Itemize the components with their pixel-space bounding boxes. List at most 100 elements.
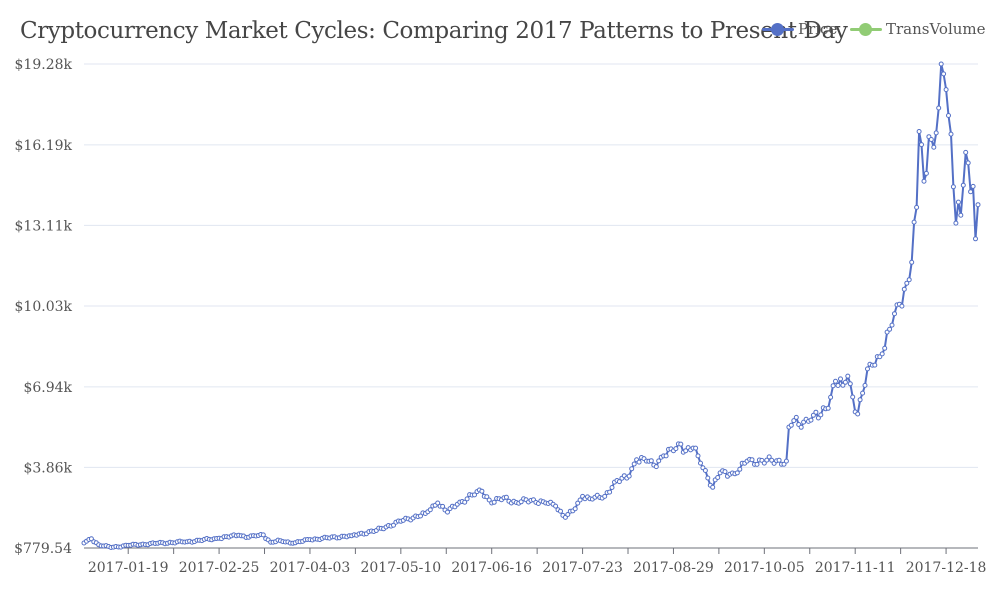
data-point[interactable] [938,61,944,67]
data-point[interactable] [427,507,433,513]
data-point[interactable] [933,130,939,136]
data-point[interactable] [484,494,490,500]
data-point[interactable] [656,458,662,464]
data-point[interactable] [857,397,863,403]
data-point[interactable] [862,382,868,388]
data-point[interactable] [798,424,804,430]
data-point[interactable] [693,445,699,451]
data-point[interactable] [565,512,571,517]
data-point[interactable] [764,457,770,463]
data-point[interactable] [464,496,470,502]
data-point[interactable] [813,409,819,415]
data-point[interactable] [906,277,912,283]
data-point[interactable] [788,422,794,428]
data-point[interactable] [948,131,954,137]
data-point[interactable] [838,376,843,382]
data-point[interactable] [722,469,728,475]
data-point[interactable] [479,488,485,494]
data-point[interactable] [734,470,740,476]
data-point[interactable] [575,500,581,506]
data-point[interactable] [946,113,951,118]
data-point[interactable] [970,183,976,189]
legend-item-price[interactable]: Price [762,20,837,38]
data-point[interactable] [629,466,635,472]
data-point[interactable] [781,461,787,467]
data-point[interactable] [943,87,949,93]
data-point[interactable] [609,485,615,490]
legend-item-transvolume[interactable]: TransVolume [850,20,986,38]
data-point[interactable] [695,453,701,459]
data-point[interactable] [783,458,789,464]
data-point[interactable] [923,170,929,176]
data-point[interactable] [683,448,689,454]
data-point[interactable] [825,405,831,411]
data-point[interactable] [602,493,608,499]
data-point[interactable] [916,129,922,134]
data-point[interactable] [705,475,711,481]
data-point[interactable] [835,383,841,388]
data-point[interactable] [491,499,497,505]
data-point[interactable] [791,418,797,424]
data-point[interactable] [776,457,782,463]
data-point[interactable] [702,468,708,473]
data-point[interactable] [899,303,905,309]
data-point[interactable] [936,105,942,111]
data-point[interactable] [815,415,821,421]
data-point[interactable] [418,513,423,519]
data-point[interactable] [968,189,974,195]
data-point[interactable] [769,457,775,463]
data-point[interactable] [572,506,578,512]
data-point[interactable] [808,417,814,423]
data-point[interactable] [678,441,684,447]
data-point[interactable] [749,457,755,463]
data-point[interactable] [887,326,893,332]
data-point[interactable] [636,459,642,465]
data-point[interactable] [882,345,888,351]
data-point[interactable] [715,475,721,480]
data-point[interactable] [965,160,971,166]
data-point[interactable] [842,379,848,385]
data-point[interactable] [472,492,477,498]
data-point[interactable] [973,236,978,242]
data-point[interactable] [847,381,853,387]
data-point[interactable] [872,362,878,368]
data-point[interactable] [850,394,856,400]
data-point[interactable] [855,411,861,417]
data-point[interactable] [673,446,679,452]
data-point[interactable] [435,500,441,506]
data-point[interactable] [828,394,834,400]
data-point[interactable] [462,499,468,505]
data-point[interactable] [818,412,824,418]
data-point[interactable] [810,412,816,418]
data-point[interactable] [577,497,583,503]
data-point[interactable] [833,378,838,384]
data-point[interactable] [904,280,910,286]
data-point[interactable] [879,351,885,357]
data-point[interactable] [892,311,897,317]
data-point[interactable] [931,144,937,150]
data-point[interactable] [553,503,559,509]
data-point[interactable] [710,484,716,490]
data-point[interactable] [928,137,934,142]
data-point[interactable] [766,454,772,460]
data-point[interactable] [914,204,920,210]
data-point[interactable] [889,322,895,328]
data-point[interactable] [911,219,917,225]
data-point[interactable] [955,199,961,205]
data-point[interactable] [440,503,446,509]
data-point[interactable] [941,71,947,77]
data-point[interactable] [830,383,836,389]
data-point[interactable] [503,494,509,500]
data-point[interactable] [909,259,915,265]
data-point[interactable] [558,508,563,514]
data-point[interactable] [975,202,981,208]
data-point[interactable] [260,532,266,538]
data-point[interactable] [845,373,851,379]
data-point[interactable] [653,464,659,470]
data-point[interactable] [963,149,969,155]
data-point[interactable] [626,473,632,479]
data-point[interactable] [950,184,956,190]
data-point[interactable] [901,286,907,292]
data-point[interactable] [953,220,959,226]
data-point[interactable] [754,461,760,467]
